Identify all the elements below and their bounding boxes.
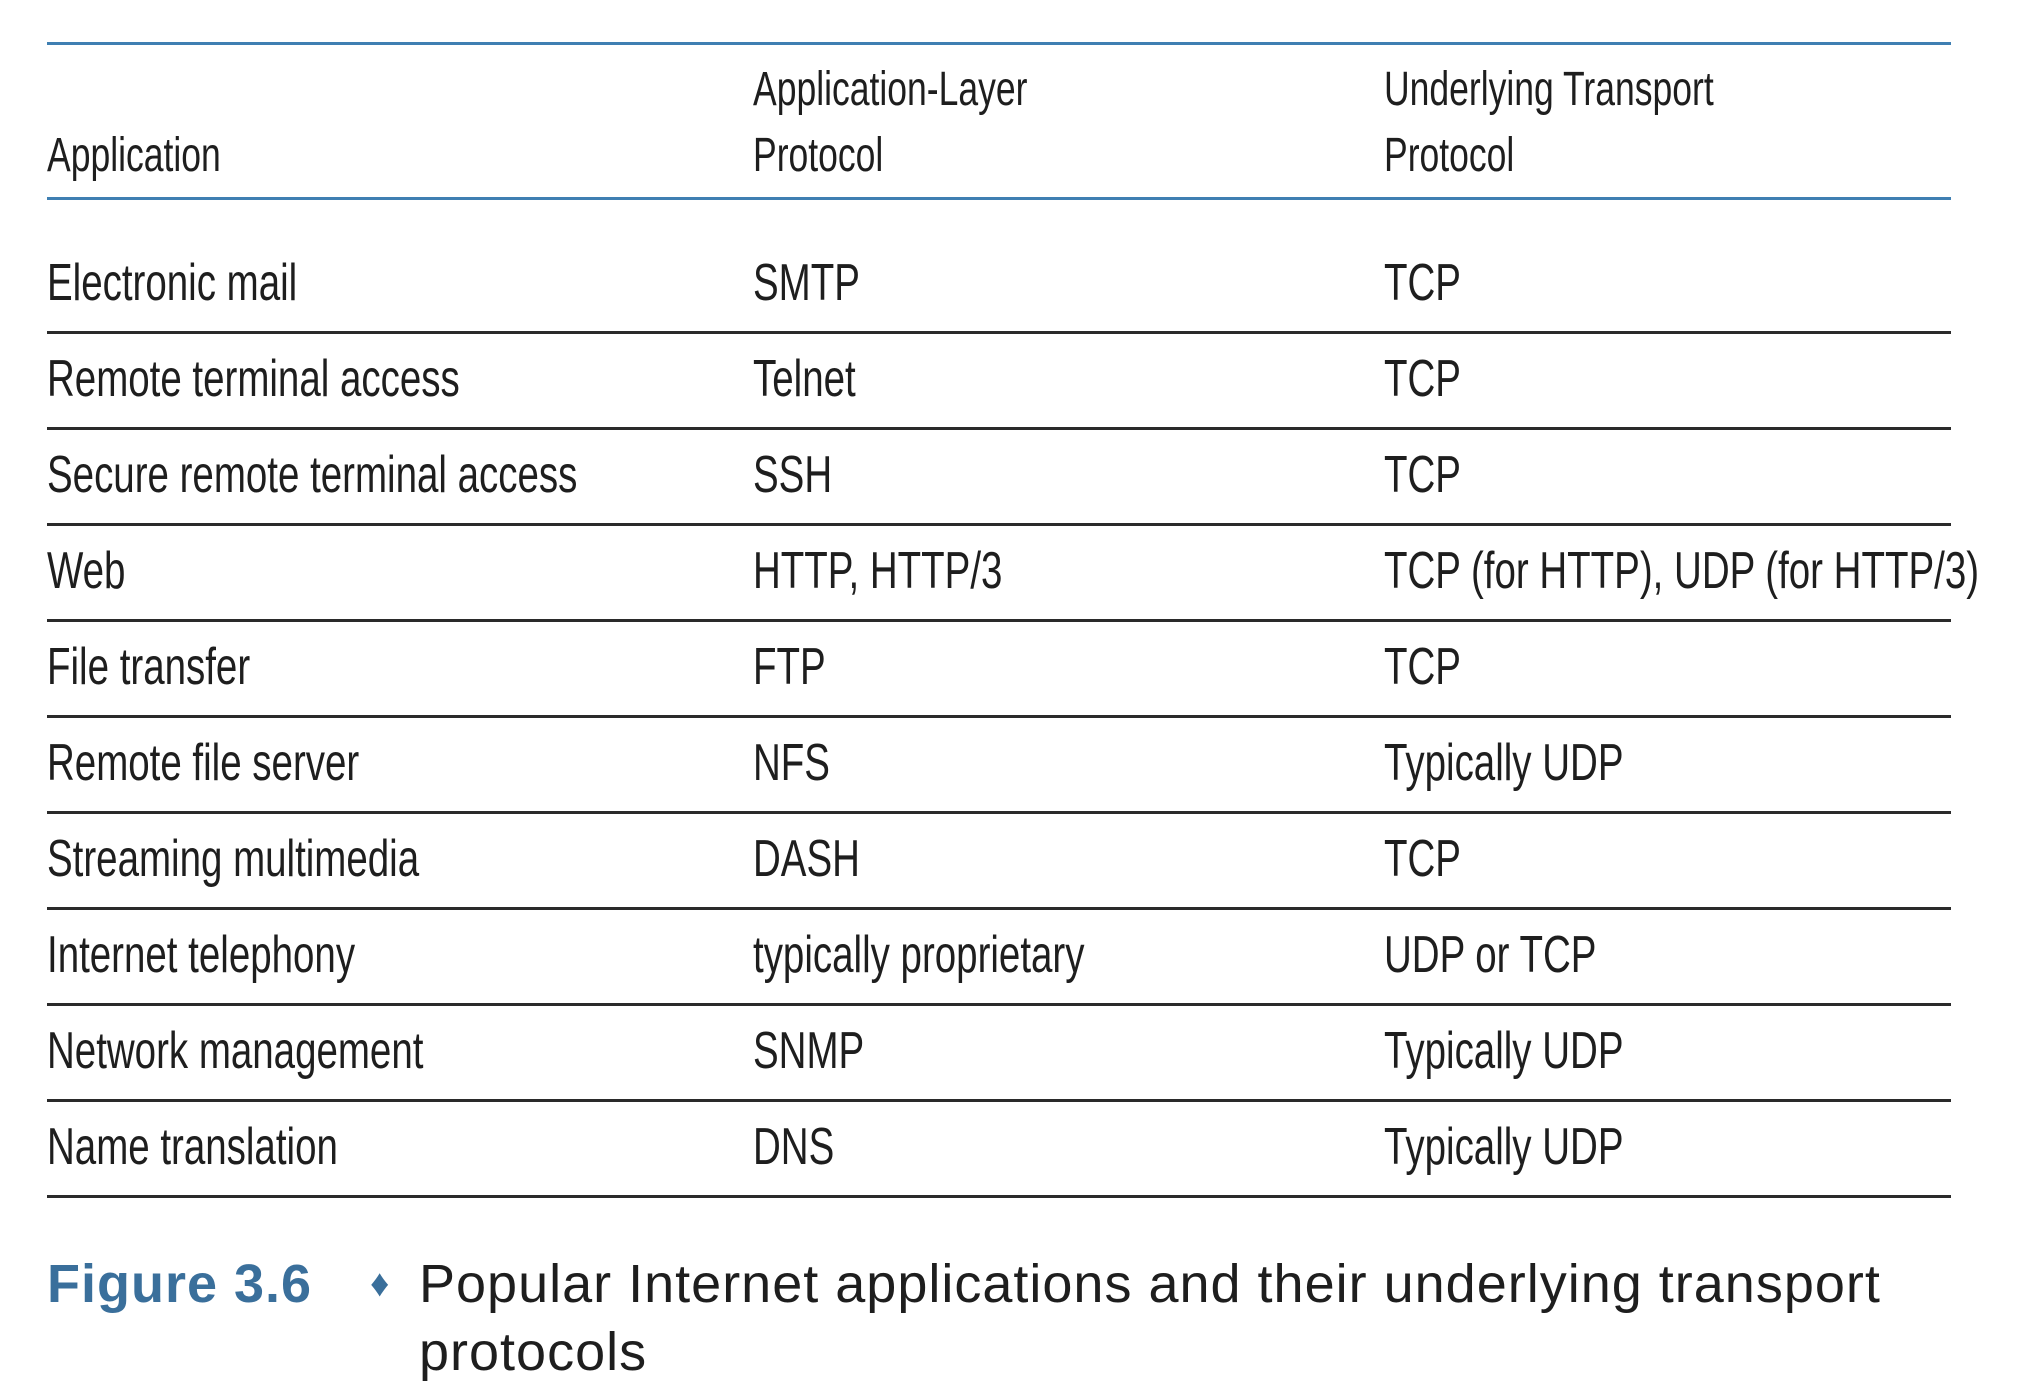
caption-text: Popular Internet applications and their … (419, 1254, 1881, 1382)
cell-application: File transfer (47, 638, 251, 696)
header-application-layer-protocol: Application-Layer Protocol (753, 63, 1028, 182)
protocol-table: Application Application-Layer Protocol U… (47, 42, 1979, 1198)
cell-app-protocol: HTTP, HTTP/3 (753, 542, 1003, 600)
cell-app-protocol: NFS (753, 734, 830, 792)
cell-application: Remote file server (47, 734, 360, 792)
header-application: Application (47, 129, 221, 182)
figure-label: Figure 3.6 (47, 1254, 313, 1314)
table-row: Name translation DNS Typically UDP (47, 1102, 1951, 1198)
table-row: File transfer FTP TCP (47, 622, 1951, 718)
cell-app-protocol: Telnet (753, 350, 856, 408)
table-top-rule (47, 42, 1951, 45)
cell-transport-protocol: TCP (1384, 446, 1461, 504)
cell-app-protocol: typically proprietary (753, 926, 1085, 984)
cell-transport-protocol: UDP or TCP (1384, 926, 1597, 984)
cell-app-protocol: DNS (753, 1118, 835, 1176)
cell-transport-protocol: TCP (for HTTP), UDP (for HTTP/3) (1384, 542, 1980, 600)
cell-transport-protocol: TCP (1384, 350, 1461, 408)
cell-application: Secure remote terminal access (47, 446, 578, 504)
cell-application: Streaming multimedia (47, 830, 420, 888)
table-row: Network management SNMP Typically UDP (47, 1006, 1951, 1102)
cell-app-protocol: FTP (753, 638, 826, 696)
table-row: Electronic mail SMTP TCP (47, 200, 1951, 334)
table-row: Remote file server NFS Typically UDP (47, 718, 1951, 814)
table-row: Remote terminal access Telnet TCP (47, 334, 1951, 430)
cell-app-protocol: SMTP (753, 254, 860, 312)
cell-app-protocol: SSH (753, 446, 833, 504)
cell-application: Remote terminal access (47, 350, 460, 408)
header-underlying-transport-protocol: Underlying Transport Protocol (1384, 63, 1714, 182)
cell-transport-protocol: Typically UDP (1384, 1022, 1624, 1080)
table-row: Streaming multimedia DASH TCP (47, 814, 1951, 910)
cell-application: Web (47, 542, 126, 600)
cell-application: Internet telephony (47, 926, 356, 984)
diamond-icon: ♦ (370, 1263, 391, 1305)
table-row: Secure remote terminal access SSH TCP (47, 430, 1951, 526)
cell-application: Network management (47, 1022, 424, 1080)
cell-transport-protocol: TCP (1384, 638, 1461, 696)
cell-transport-protocol: TCP (1384, 830, 1461, 888)
cell-application: Name translation (47, 1118, 338, 1176)
table-row: Internet telephony typically proprietary… (47, 910, 1951, 1006)
cell-application: Electronic mail (47, 254, 298, 312)
cell-app-protocol: SNMP (753, 1022, 865, 1080)
cell-transport-protocol: Typically UDP (1384, 734, 1624, 792)
cell-app-protocol: DASH (753, 830, 860, 888)
cell-transport-protocol: Typically UDP (1384, 1118, 1624, 1176)
cell-transport-protocol: TCP (1384, 254, 1461, 312)
table-row: Web HTTP, HTTP/3 TCP (for HTTP), UDP (fo… (47, 526, 1979, 622)
table-header-row: Application Application-Layer Protocol U… (47, 45, 1951, 200)
